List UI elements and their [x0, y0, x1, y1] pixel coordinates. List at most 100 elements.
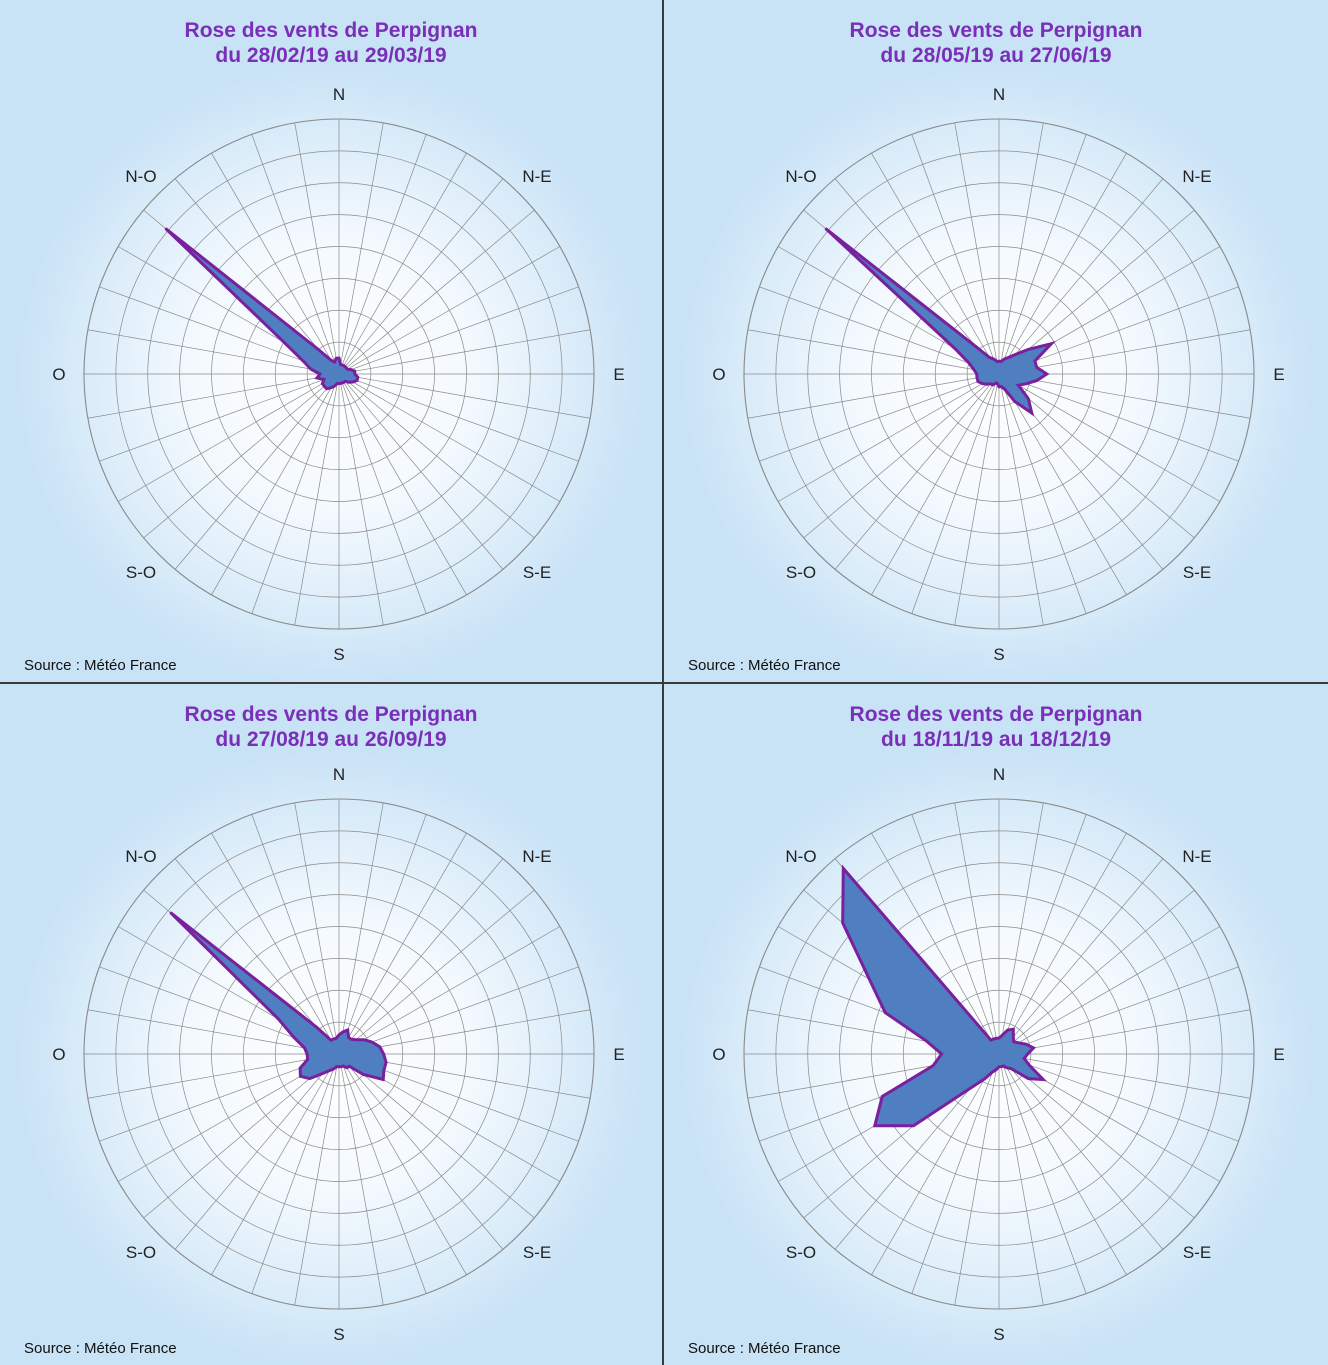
- grid-spoke: [99, 373, 340, 462]
- data-point: [371, 1041, 373, 1043]
- data-point: [1001, 1034, 1004, 1036]
- data-point: [306, 1058, 309, 1061]
- wind-frequency-area: [841, 864, 1047, 1128]
- grid-spoke: [87, 373, 340, 419]
- data-point: [353, 370, 356, 373]
- direction-label: N-E: [522, 847, 551, 866]
- grid-spoke: [998, 1053, 1044, 1306]
- source-note: Source : Météo France: [688, 657, 841, 674]
- grid-spoke: [294, 802, 340, 1055]
- data-point: [299, 1067, 301, 1069]
- grid-spoke: [211, 832, 340, 1055]
- direction-label: E: [1273, 1045, 1284, 1064]
- direction-label: S-O: [786, 563, 816, 582]
- data-point: [1042, 1078, 1044, 1081]
- data-point: [1050, 342, 1053, 345]
- data-point: [995, 1068, 997, 1071]
- data-point: [347, 1036, 350, 1039]
- data-point: [323, 385, 326, 388]
- data-point: [315, 1026, 318, 1028]
- data-point: [991, 1071, 994, 1073]
- data-point: [1031, 412, 1033, 414]
- grid-spoke: [911, 134, 1000, 375]
- data-point: [342, 1031, 344, 1033]
- data-point: [303, 1047, 306, 1049]
- data-point: [350, 1038, 353, 1041]
- grid-spoke: [998, 889, 1195, 1055]
- data-point: [330, 387, 332, 389]
- wind-rose-chart: N N-E E S-E S S-O O N-O: [52, 765, 624, 1344]
- data-point: [357, 376, 359, 379]
- data-point: [1000, 1065, 1002, 1068]
- data-point: [319, 373, 321, 375]
- grid-spoke: [99, 286, 340, 375]
- grid-spoke: [998, 1053, 1087, 1294]
- data-point: [998, 1066, 1000, 1068]
- grid-spoke: [251, 134, 340, 375]
- direction-label: N-E: [1182, 847, 1211, 866]
- data-point: [981, 382, 984, 385]
- data-point: [881, 1095, 883, 1098]
- data-point: [344, 380, 346, 383]
- source-note: Source : Météo France: [688, 1340, 841, 1357]
- chart-title: Rose des vents de Perpignan du 28/02/19 …: [184, 19, 478, 67]
- data-point: [339, 382, 342, 385]
- data-point: [1010, 1067, 1013, 1070]
- grid-spoke: [998, 1053, 1195, 1219]
- data-point: [1034, 360, 1036, 362]
- data-point: [874, 1124, 876, 1127]
- data-point: [338, 1034, 340, 1036]
- grid-spoke: [338, 1053, 427, 1294]
- data-point: [954, 347, 956, 350]
- grid-spoke: [338, 373, 467, 596]
- direction-label: N-E: [1182, 167, 1211, 186]
- grid-spoke: [998, 858, 1164, 1055]
- grid-spoke: [338, 209, 535, 375]
- data-point: [988, 356, 991, 359]
- data-point: [333, 385, 336, 387]
- data-point: [998, 360, 1000, 363]
- grid-spoke: [174, 1053, 340, 1250]
- wind-rose-panel-3: Rose des vents de Perpignan du 27/08/19 …: [0, 684, 664, 1365]
- grid-spoke: [174, 373, 340, 570]
- grid-spoke: [174, 178, 340, 375]
- grid-spoke: [998, 373, 1195, 539]
- grid-spoke: [211, 152, 340, 375]
- direction-label: S: [333, 1325, 344, 1344]
- data-point: [991, 384, 994, 386]
- grid-spoke: [871, 1053, 1000, 1276]
- data-point: [1035, 379, 1038, 382]
- chart-title: Rose des vents de Perpignan du 28/05/19 …: [849, 19, 1143, 67]
- grid-spoke: [998, 122, 1044, 375]
- grid-spoke: [338, 373, 591, 419]
- grid-spoke: [998, 373, 1044, 626]
- data-point: [338, 357, 340, 359]
- data-point: [323, 378, 325, 381]
- data-point: [330, 1039, 332, 1041]
- grid-spoke: [338, 373, 427, 614]
- direction-label: S: [993, 1325, 1004, 1344]
- direction-label: O: [712, 1045, 725, 1064]
- grid-spoke: [998, 373, 1239, 462]
- data-point: [996, 360, 998, 363]
- grid-spoke: [294, 373, 340, 626]
- data-point: [362, 1073, 365, 1076]
- data-point: [994, 382, 997, 384]
- grid-spoke: [338, 1053, 384, 1306]
- grid-spoke: [911, 814, 1000, 1055]
- grid-spoke: [954, 122, 1000, 375]
- direction-label: E: [613, 365, 624, 384]
- data-point: [1027, 348, 1030, 351]
- data-point: [1014, 353, 1017, 356]
- grid-spoke: [338, 122, 384, 375]
- data-point: [1003, 388, 1006, 390]
- direction-label: N-E: [522, 167, 551, 186]
- grid-spoke: [251, 814, 340, 1055]
- grid-spoke: [143, 1053, 340, 1219]
- data-point: [340, 1065, 343, 1068]
- data-point: [338, 382, 340, 385]
- grid-spoke: [338, 373, 504, 570]
- grid-spoke: [338, 858, 504, 1055]
- data-point: [299, 1075, 302, 1078]
- direction-label: S-E: [523, 563, 551, 582]
